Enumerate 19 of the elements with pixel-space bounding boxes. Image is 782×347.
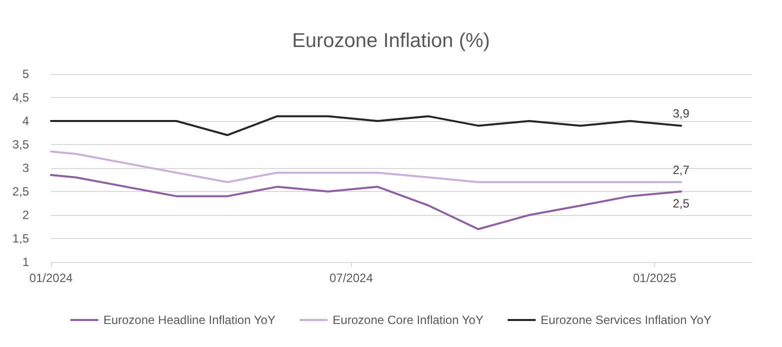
x-tick-label: 07/2024 [330, 271, 374, 285]
data-label: 3,9 [672, 106, 690, 121]
y-tick-label: 2,5 [12, 184, 30, 198]
y-tick-label: 4,5 [12, 90, 30, 104]
legend-label: Eurozone Core Inflation YoY [332, 313, 484, 327]
x-tick-label: 01/2025 [632, 271, 677, 285]
data-label: 2,7 [672, 163, 690, 178]
legend-label: Eurozone Services Inflation YoY [540, 313, 712, 327]
data-label: 2,5 [672, 196, 690, 210]
chart-title: Eurozone Inflation (%) [292, 30, 490, 52]
y-tick-label: 1 [22, 255, 30, 269]
y-tick-label: 1,5 [12, 232, 30, 246]
y-tick-label: 4 [22, 114, 30, 128]
x-tick-label: 01/2024 [29, 271, 74, 285]
y-tick-label: 5 [22, 67, 30, 81]
y-tick-label: 2 [22, 208, 30, 222]
y-tick-label: 3,5 [12, 138, 30, 152]
legend-label: Eurozone Headline Inflation YoY [103, 313, 276, 327]
y-tick-label: 3 [22, 161, 30, 175]
